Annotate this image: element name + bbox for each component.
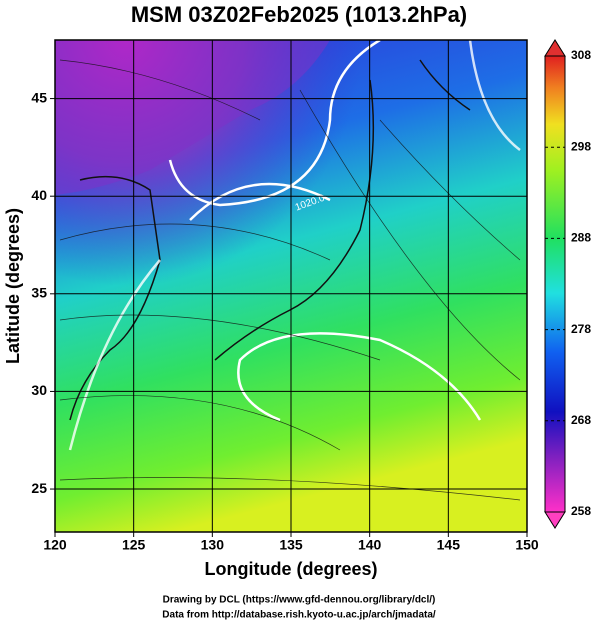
colorbar-tick-label: 278: [571, 322, 591, 336]
x-tick-label: 130: [201, 537, 225, 553]
x-axis-label: Longitude (degrees): [204, 559, 377, 579]
x-tick-label: 125: [122, 537, 146, 553]
colorbar-tick-label: 298: [571, 139, 591, 153]
y-tick-label: 40: [31, 187, 47, 203]
x-tick-label: 120: [43, 537, 67, 553]
x-tick-label: 145: [437, 537, 461, 553]
y-tick-label: 45: [31, 89, 47, 105]
x-tick-label: 140: [358, 537, 382, 553]
colorbar-max-arrow: [544, 39, 566, 57]
title: MSM 03Z02Feb2025 (1013.2hPa): [131, 2, 467, 27]
colorbar: [544, 55, 566, 513]
x-tick-label: 135: [279, 537, 303, 553]
x-tick-label: 150: [515, 537, 539, 553]
y-tick-label: 35: [31, 285, 47, 301]
credit: Data from http://database.rish.kyoto-u.a…: [162, 610, 436, 621]
colorbar-tick-label: 268: [571, 413, 591, 427]
y-tick-label: 25: [31, 480, 47, 496]
colorbar-min-arrow: [544, 511, 566, 529]
colorbar-tick-label: 258: [571, 504, 591, 518]
colorbar-tick-label: 288: [571, 231, 591, 245]
y-axis-label: Latitude (degrees): [3, 208, 23, 364]
colorbar-tick-label: 308: [571, 48, 591, 62]
y-tick-label: 30: [31, 382, 47, 398]
credit: Drawing by DCL (https://www.gfd-dennou.o…: [163, 595, 436, 606]
